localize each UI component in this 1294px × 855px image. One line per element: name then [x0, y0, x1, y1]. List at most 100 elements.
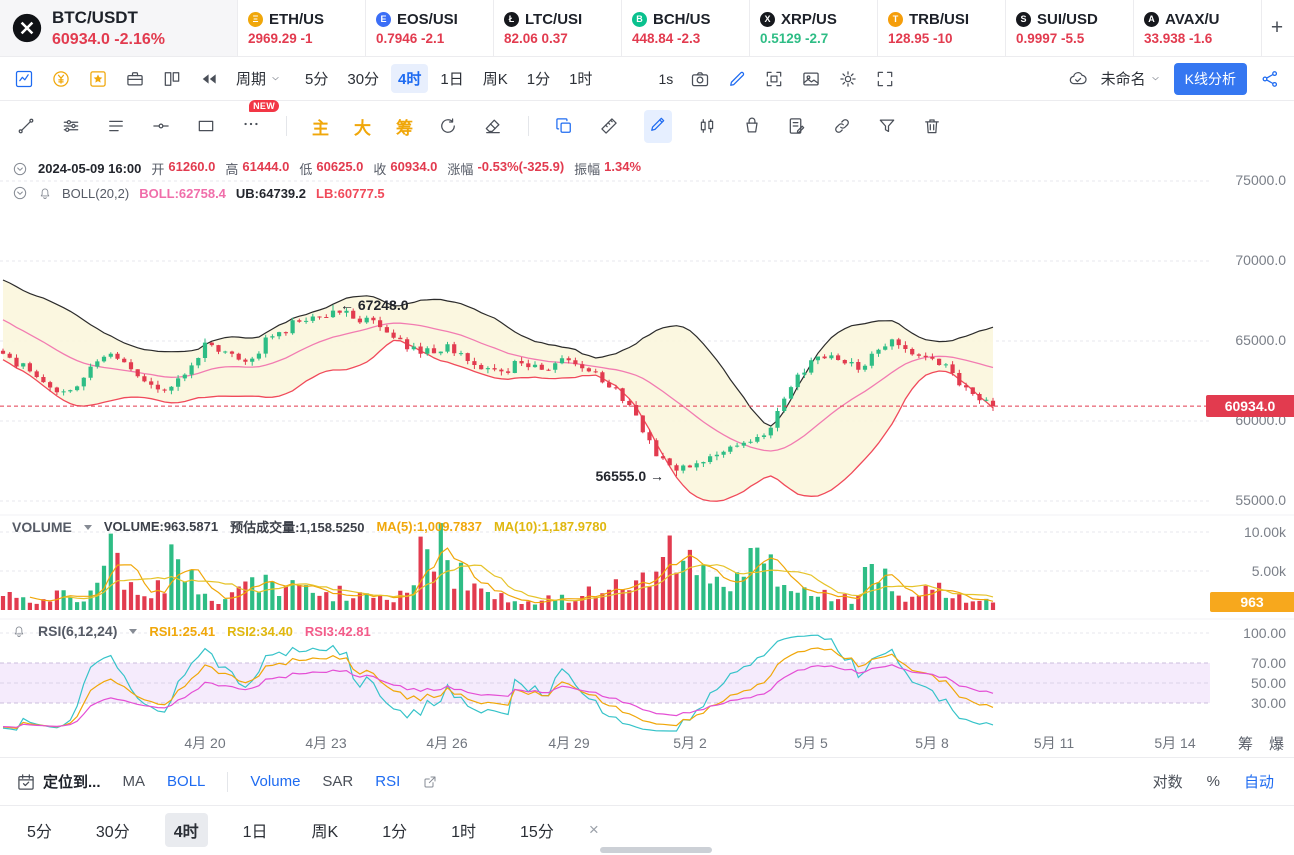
coin-icon[interactable]	[51, 69, 71, 89]
scale-option-自动[interactable]: 自动	[1243, 774, 1274, 791]
add-pair-button[interactable]: +	[1270, 16, 1284, 39]
pencil-icon[interactable]	[727, 69, 747, 89]
main-chart-canvas[interactable]	[0, 151, 1294, 757]
kline-chart-icon[interactable]	[14, 69, 34, 89]
chips-tool[interactable]: 筹	[1237, 736, 1253, 753]
pair-label: EOS/USI	[397, 10, 458, 28]
scale-option-对数[interactable]: 对数	[1152, 774, 1183, 791]
ticker-ltc-usi[interactable]: Ł LTC/USI 82.06 0.37	[494, 0, 622, 56]
refresh-icon[interactable]	[438, 116, 458, 136]
bell-icon[interactable]	[38, 186, 52, 200]
rsi-axis-label: 70.00	[1250, 655, 1286, 671]
chart-svg[interactable]	[0, 151, 1294, 757]
bottom-timeframe-bar: 5分 30分 4时 1日 周K 1分 1时 15分 ×	[0, 805, 1294, 854]
close-icon[interactable]: ×	[588, 820, 599, 839]
rect-tool-icon[interactable]	[196, 116, 216, 136]
change-value: -0.53%(-325.9)	[477, 159, 565, 174]
liquidation-tool[interactable]: 爆	[1268, 736, 1284, 753]
more-dots-icon[interactable]	[241, 114, 261, 134]
layout-icon[interactable]	[162, 69, 182, 89]
ticker-eth-us[interactable]: Ξ ETH/US 2969.29 -1	[238, 0, 366, 56]
timeframe-1日[interactable]: 1日	[440, 71, 464, 88]
eraser-icon[interactable]	[483, 116, 503, 136]
bottom-tab-1分[interactable]: 1分	[382, 824, 408, 841]
bucket-icon[interactable]	[742, 116, 762, 136]
indicator-RSI[interactable]: RSI	[375, 773, 401, 790]
timeframe-30分[interactable]: 30分	[347, 71, 380, 88]
briefcase-icon[interactable]	[125, 69, 145, 89]
bottom-tab-4时[interactable]: 4时	[164, 813, 208, 847]
ticker-btc-usdt[interactable]: BTC/USDT 60934.0 -2.16%	[0, 0, 238, 56]
bottom-tab-周K[interactable]: 周K	[311, 824, 339, 841]
camera-icon[interactable]	[690, 69, 710, 89]
price-axis-label: 55000.0	[1235, 492, 1286, 508]
timeframe-1分[interactable]: 1分	[526, 71, 551, 88]
chevron-down-icon[interactable]	[129, 629, 138, 638]
locate-button[interactable]: 定位到...	[16, 771, 101, 792]
timeframe-5分[interactable]: 5分	[305, 71, 329, 88]
layout-name-dropdown[interactable]: 未命名	[1101, 68, 1161, 89]
kline-analysis-button[interactable]: K线分析	[1173, 62, 1247, 95]
fullscreen-icon[interactable]	[875, 69, 895, 89]
bottom-tab-5分[interactable]: 5分	[27, 824, 52, 841]
copy-icon[interactable]	[554, 116, 574, 136]
chevron-down-icon	[272, 77, 279, 81]
indicator-Volume[interactable]: Volume	[250, 773, 301, 790]
brush-icon[interactable]	[648, 114, 668, 134]
volume-title[interactable]: VOLUME	[12, 518, 72, 535]
trendline-icon[interactable]	[16, 116, 36, 136]
rewind-icon[interactable]	[199, 69, 219, 89]
timeframe-周K[interactable]: 周K	[482, 71, 508, 88]
brush-tool-active[interactable]	[644, 109, 672, 143]
speed-button[interactable]: 1s	[658, 70, 674, 87]
rsi-name[interactable]: RSI(6,12,24)	[38, 623, 118, 639]
indicator-MA[interactable]: MA	[122, 773, 146, 790]
timeframe-4时[interactable]: 4时	[391, 64, 429, 93]
chevron-down-icon[interactable]	[83, 524, 92, 534]
ruler-icon[interactable]	[599, 116, 619, 136]
eos-icon: E	[376, 11, 391, 27]
timeframe-1时[interactable]: 1时	[569, 71, 593, 88]
ticker-avax-u[interactable]: A AVAX/U 33.938 -1.6	[1134, 0, 1262, 56]
funnel-icon[interactable]	[877, 116, 897, 136]
bell-icon[interactable]	[12, 624, 26, 638]
quick-chips[interactable]: 筹	[396, 118, 413, 138]
gear-icon[interactable]	[838, 69, 858, 89]
ticker-bch-us[interactable]: B BCH/US 448.84 -2.3	[622, 0, 750, 56]
ticker-eos-usi[interactable]: E EOS/USI 0.7946 -2.1	[366, 0, 494, 56]
collapse-icon[interactable]	[12, 185, 28, 201]
more-tools[interactable]: NEW	[241, 99, 279, 139]
bottom-tab-30分[interactable]: 30分	[95, 824, 130, 841]
ticker-xrp-us[interactable]: X XRP/US 0.5129 -2.7	[750, 0, 878, 56]
quick-main-chart[interactable]: 主	[312, 118, 329, 138]
trash-icon[interactable]	[922, 116, 942, 136]
star-icon[interactable]	[88, 69, 108, 89]
period-dropdown[interactable]: 周期	[236, 68, 281, 89]
list-icon[interactable]	[106, 116, 126, 136]
collapse-icon[interactable]	[12, 161, 28, 177]
share-icon[interactable]	[1260, 69, 1280, 89]
quick-large[interactable]: 大	[354, 118, 371, 138]
ticker-trb-usi[interactable]: T TRB/USI 128.95 -10	[878, 0, 1006, 56]
scale-option-%[interactable]: %	[1206, 773, 1220, 790]
link-icon[interactable]	[832, 116, 852, 136]
screenshot-icon[interactable]	[764, 69, 784, 89]
price-axis-label: 70000.0	[1235, 252, 1286, 268]
bottom-tab-15分[interactable]: 15分	[520, 824, 554, 841]
bottom-tab-1时[interactable]: 1时	[451, 824, 477, 841]
tune-icon[interactable]	[61, 116, 81, 136]
bottom-tab-1日[interactable]: 1日	[242, 824, 268, 841]
change-label: 涨幅	[447, 162, 474, 177]
boll-name[interactable]: BOLL(20,2)	[62, 185, 130, 201]
ticker-sui-usd[interactable]: S SUI/USD 0.9997 -5.5	[1006, 0, 1134, 56]
note-icon[interactable]	[787, 116, 807, 136]
external-icon[interactable]	[422, 774, 438, 790]
candle-icon[interactable]	[697, 116, 717, 136]
indicator-BOLL[interactable]: BOLL	[167, 773, 206, 790]
hline-icon[interactable]	[151, 116, 171, 136]
indicator-SAR[interactable]: SAR	[322, 773, 354, 790]
ltc-icon: Ł	[504, 11, 519, 27]
date-label: 5月 11	[1033, 735, 1075, 751]
image-icon[interactable]	[801, 69, 821, 89]
horizontal-scrollbar[interactable]	[600, 847, 712, 853]
